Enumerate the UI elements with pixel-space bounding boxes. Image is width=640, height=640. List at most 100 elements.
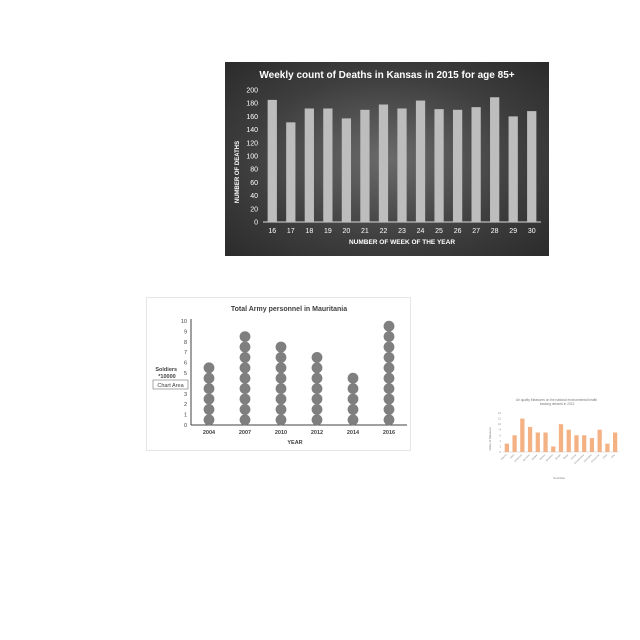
dot-marker bbox=[203, 362, 215, 374]
y-tick-label: 4 bbox=[500, 439, 502, 443]
bar bbox=[551, 446, 556, 452]
bar bbox=[535, 432, 540, 452]
x-tick-label: 2010 bbox=[275, 430, 287, 436]
bar bbox=[597, 429, 602, 452]
x-axis-label: Counties bbox=[553, 476, 565, 480]
dot-marker bbox=[239, 341, 251, 353]
x-tick-label: Chautauqua bbox=[574, 453, 586, 465]
dot-marker bbox=[239, 403, 251, 415]
bar bbox=[558, 424, 564, 452]
y-tick-label: 140 bbox=[246, 127, 258, 134]
bar bbox=[286, 122, 296, 222]
y-tick-label: 7 bbox=[184, 350, 187, 356]
y-tick-label: 1 bbox=[184, 413, 187, 419]
dot-marker bbox=[239, 414, 251, 426]
dot-marker bbox=[347, 393, 359, 405]
y-tick-label: 6 bbox=[500, 433, 502, 437]
x-tick-label: 2016 bbox=[383, 430, 395, 436]
x-tick-label: 27 bbox=[472, 228, 480, 235]
bar bbox=[520, 418, 525, 452]
dot-marker bbox=[311, 351, 323, 363]
x-tick-label: Butler bbox=[563, 453, 570, 460]
dot-marker bbox=[383, 393, 395, 405]
x-tick-label: 2014 bbox=[347, 430, 360, 436]
y-tick-label: 20 bbox=[250, 206, 258, 213]
dot-marker bbox=[383, 320, 395, 332]
x-tick-label: 19 bbox=[324, 228, 332, 235]
y-tick-label: 14 bbox=[498, 411, 501, 415]
x-tick-label: 26 bbox=[454, 228, 462, 235]
bar bbox=[566, 429, 571, 452]
dot-marker bbox=[203, 403, 215, 415]
dot-marker bbox=[239, 383, 251, 395]
bar bbox=[589, 438, 595, 452]
dot-marker bbox=[239, 362, 251, 374]
y-tick-label: 3 bbox=[184, 392, 187, 398]
dot-marker bbox=[275, 403, 287, 415]
x-tick-label: 2004 bbox=[203, 430, 216, 436]
x-tick-label: Adams bbox=[500, 453, 508, 461]
deaths-chart-svg: Weekly count of Deaths in Kansas in 2015… bbox=[235, 70, 541, 246]
dot-marker bbox=[275, 372, 287, 384]
bar bbox=[512, 435, 517, 452]
bar bbox=[490, 97, 500, 222]
y-tick-label: 60 bbox=[250, 180, 258, 187]
dot-marker bbox=[383, 351, 395, 363]
dot-marker bbox=[383, 414, 395, 426]
x-tick-label: Cheyenne bbox=[591, 453, 601, 463]
bar bbox=[574, 435, 579, 452]
chart-title: Total Army personnel in Mauritania bbox=[231, 306, 347, 313]
dot-marker bbox=[203, 414, 215, 426]
bar bbox=[527, 426, 533, 452]
chart-title: Weekly count of Deaths in Kansas in 2015… bbox=[259, 70, 514, 81]
bar bbox=[543, 432, 548, 452]
air-quality-chart-svg: Air quality Measures on the national env… bbox=[488, 398, 619, 480]
dot-marker bbox=[347, 383, 359, 395]
bar bbox=[434, 109, 444, 222]
chart-title-line: tracking network in 2013 bbox=[540, 402, 575, 406]
y-tick-label: 200 bbox=[246, 88, 258, 95]
x-tick-label: 2012 bbox=[311, 430, 323, 436]
dot-marker bbox=[311, 414, 323, 426]
x-tick-label: 20 bbox=[343, 228, 351, 235]
dot-marker bbox=[383, 362, 395, 374]
y-tick-label: 10 bbox=[498, 422, 501, 426]
dot-marker bbox=[275, 393, 287, 405]
dot-marker bbox=[203, 393, 215, 405]
bar bbox=[504, 443, 509, 452]
tooltip-text: Chart Area bbox=[157, 383, 184, 389]
x-tick-label: 28 bbox=[491, 228, 499, 235]
bar bbox=[527, 111, 537, 222]
dot-marker bbox=[275, 383, 287, 395]
army-chart: Total Army personnel in Mauritania YEAR … bbox=[146, 297, 411, 451]
dot-marker bbox=[239, 393, 251, 405]
y-tick-label: 5 bbox=[184, 371, 187, 377]
x-tick-label: 24 bbox=[417, 228, 425, 235]
x-tick-label: Barber bbox=[531, 453, 538, 460]
bar bbox=[613, 432, 618, 452]
bar bbox=[397, 108, 407, 222]
dot-marker bbox=[383, 403, 395, 415]
bar bbox=[341, 118, 352, 222]
dot-marker bbox=[383, 383, 395, 395]
y-tick-label: 100 bbox=[246, 154, 258, 161]
y-axis-label: NUMBER OF DEATHS bbox=[235, 141, 241, 203]
dot-marker bbox=[347, 414, 359, 426]
y-tick-label: 8 bbox=[184, 340, 187, 346]
y-tick-label: 120 bbox=[246, 140, 258, 147]
y-axis-label: Value of Measure bbox=[488, 427, 492, 451]
chart-title: Air quality Measures on the national env… bbox=[516, 398, 598, 406]
y-axis-label: Soldiers *10000 bbox=[155, 367, 178, 380]
dot-marker bbox=[275, 341, 287, 353]
dot-marker bbox=[347, 403, 359, 415]
x-tick-label: Bourbon bbox=[545, 453, 554, 462]
x-tick-label: Clay bbox=[610, 453, 616, 459]
y-tick-label: 0 bbox=[500, 450, 502, 454]
y-axis-label-line: *10000 bbox=[158, 374, 175, 380]
bar bbox=[267, 99, 277, 222]
dot-marker bbox=[311, 393, 323, 405]
y-tick-label: 180 bbox=[246, 101, 258, 108]
x-tick-label: Cherokee bbox=[583, 453, 593, 463]
air-quality-chart: Air quality Measures on the national env… bbox=[485, 393, 625, 483]
y-tick-label: 9 bbox=[184, 329, 187, 335]
